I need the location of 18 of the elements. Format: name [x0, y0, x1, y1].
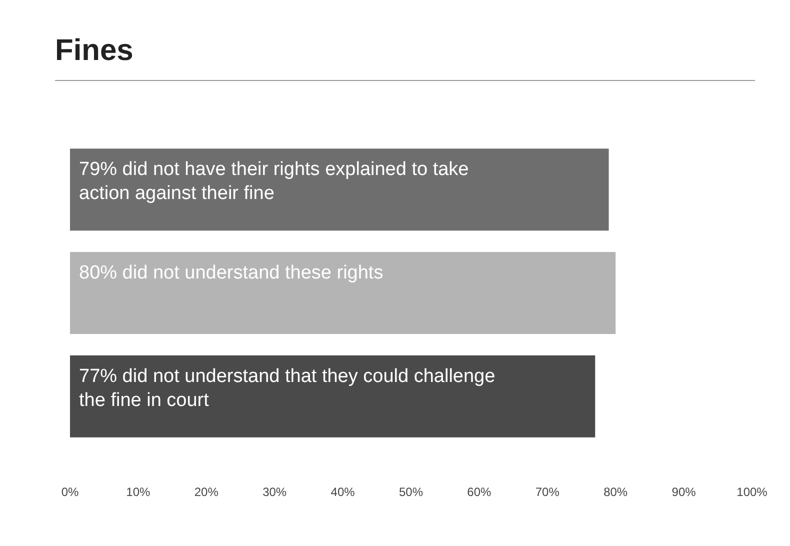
y-tick-label: 79% did not have their rights explained to take action against their fine [79, 159, 474, 204]
y-tick-label: 80% did not understand these rights [79, 262, 384, 284]
x-tick-label: 10% [126, 485, 151, 499]
x-tick-label: 60% [467, 485, 492, 499]
x-tick-label: 70% [535, 485, 560, 499]
x-tick-label: 90% [672, 485, 696, 499]
x-tick-label: 50% [398, 485, 424, 499]
x-tick-label: 40% [330, 485, 356, 499]
x-tick-label: 0% [61, 485, 79, 499]
x-tick-label: 20% [194, 485, 219, 499]
y-tick-label: 77% did not understand that they could challenge the fine in court [79, 366, 500, 411]
x-tick-label: 30% [262, 485, 287, 499]
bar [70, 252, 616, 334]
chart-title: Fines [55, 34, 134, 68]
x-tick-label: 100% [736, 485, 768, 499]
bar [70, 148, 609, 231]
x-tick-label: 80% [604, 485, 628, 499]
bar [70, 355, 596, 438]
